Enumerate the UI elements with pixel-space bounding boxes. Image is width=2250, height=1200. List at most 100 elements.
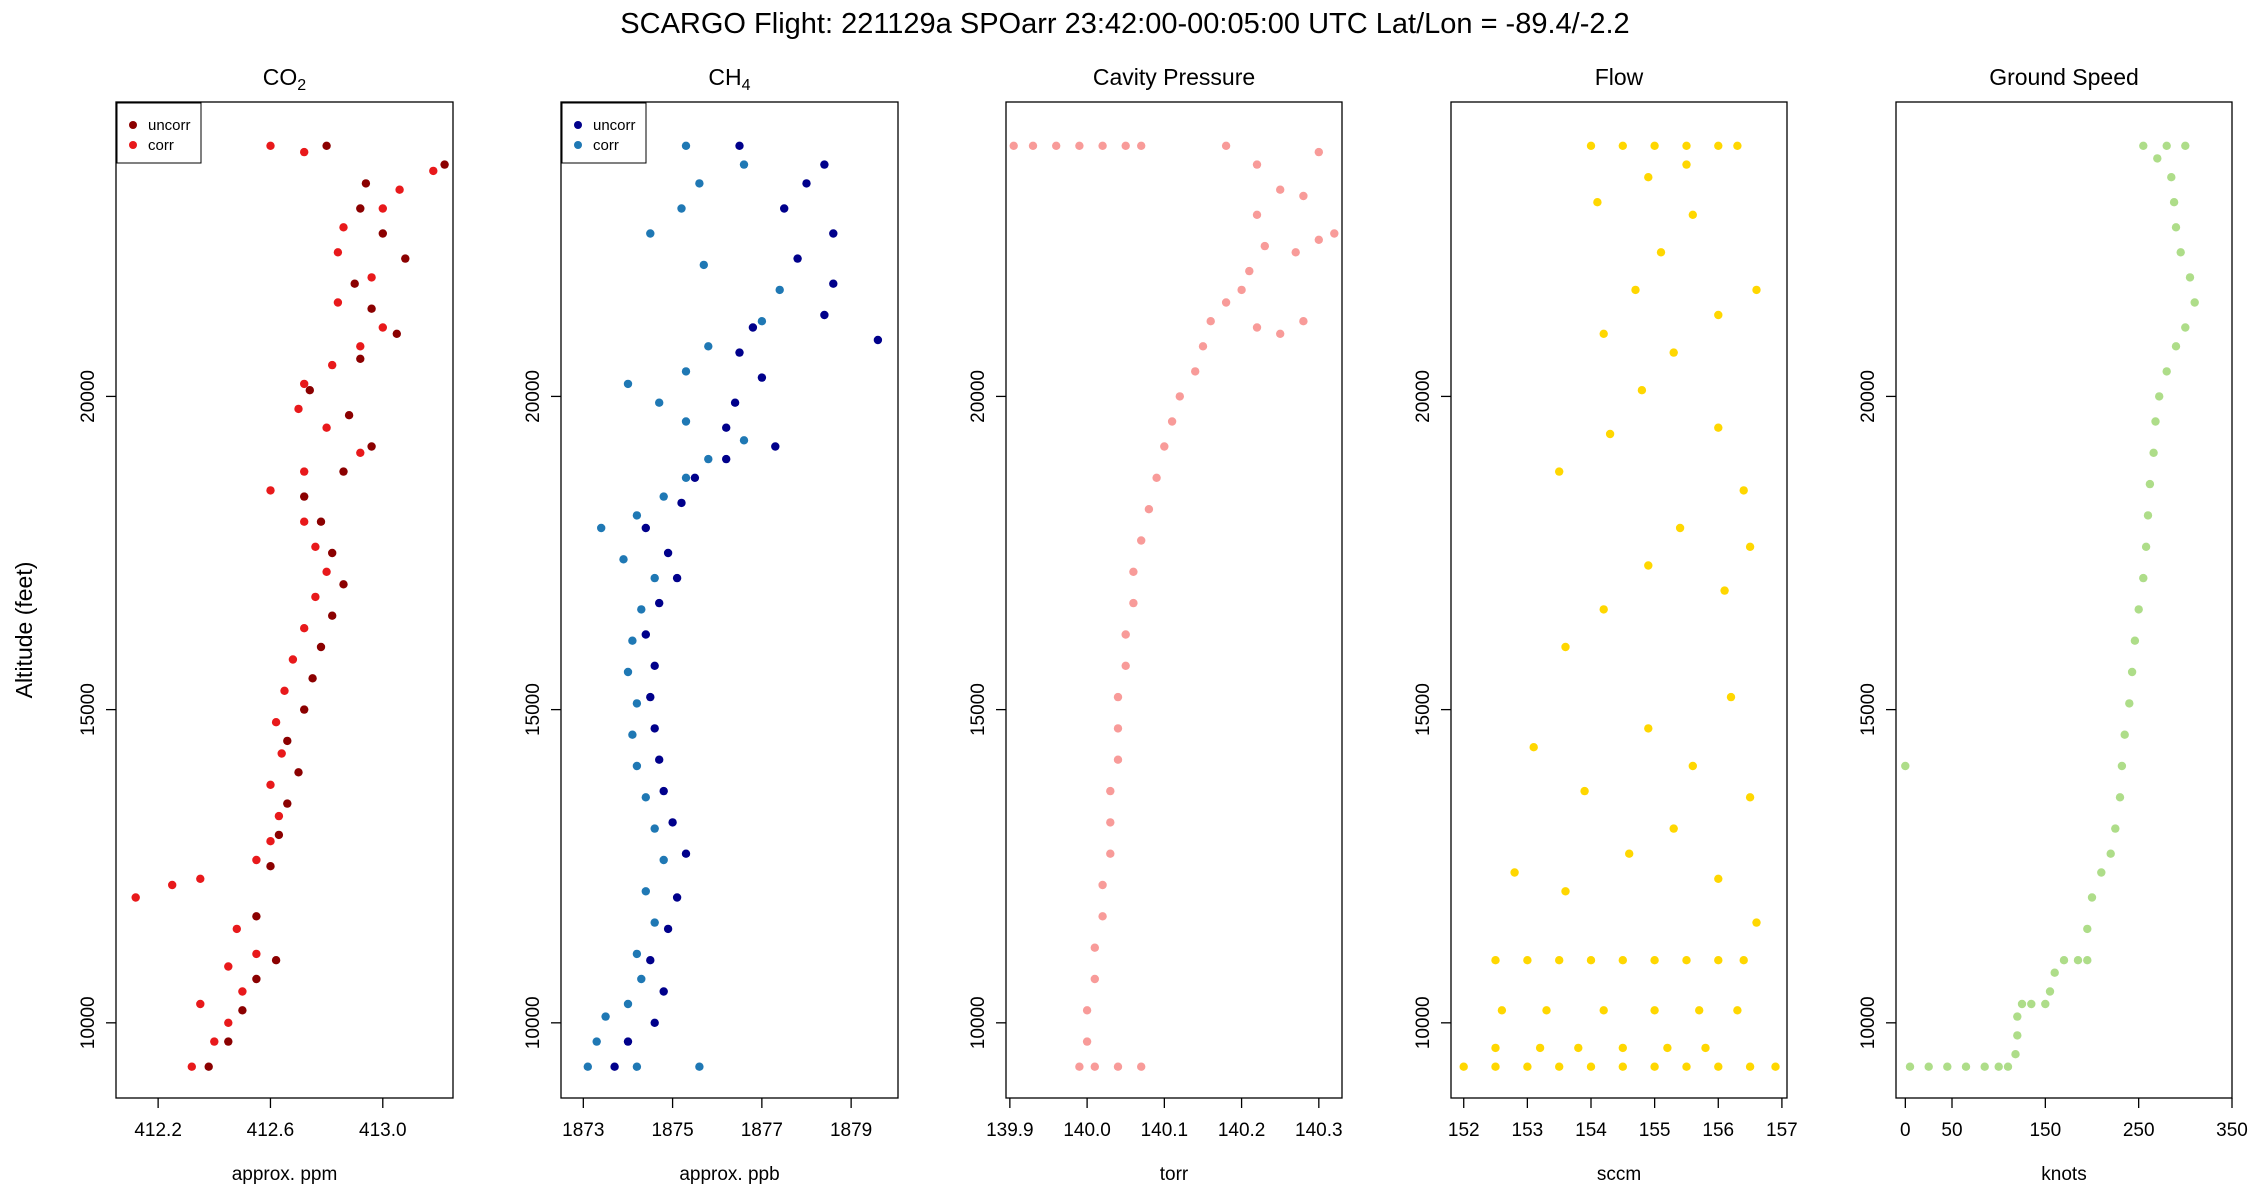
data-point [1160, 442, 1169, 451]
data-point [2149, 448, 2158, 457]
data-point [274, 811, 284, 821]
data-point [1682, 1062, 1691, 1071]
data-point [333, 248, 343, 257]
data-point [1052, 141, 1061, 150]
panel-title-ch4: CH4 [708, 64, 750, 94]
data-point [1901, 761, 1910, 771]
data-point [2181, 141, 2190, 150]
data-point [2176, 248, 2185, 257]
data-point [350, 279, 359, 288]
data-point [356, 204, 365, 213]
data-point [2083, 924, 2092, 934]
series-ground-speed-groundspeed [1901, 141, 2199, 1071]
data-point [300, 624, 309, 633]
data-point [623, 1037, 633, 1046]
data-point [2127, 667, 2137, 677]
data-point [1009, 141, 1018, 150]
data-point [378, 323, 387, 332]
y-axis-label: Altitude (feet) [11, 562, 37, 699]
data-point [659, 492, 668, 501]
data-point [1291, 248, 1300, 257]
data-point [655, 598, 664, 608]
data-point [300, 705, 309, 714]
x-tick-label-flow: 156 [1702, 1120, 1734, 1141]
data-point [1510, 868, 1519, 877]
data-point [1701, 1043, 1710, 1053]
data-point [2013, 1012, 2022, 1021]
data-point [1714, 141, 1723, 150]
panel-flow: Flow 152 153 154 155 156 157 sccm 10000 15000 2000… [1413, 64, 1798, 1185]
data-point [632, 761, 642, 771]
data-point [1618, 1062, 1628, 1071]
data-point [1599, 329, 1608, 338]
data-point [610, 1062, 619, 1071]
data-point [2059, 956, 2069, 965]
data-point [873, 335, 883, 345]
data-point [367, 304, 376, 313]
data-point [311, 542, 320, 551]
data-point [1980, 1062, 1989, 1071]
series-cavity-pressure-pressure [1009, 141, 1339, 1071]
data-point [1090, 974, 1100, 984]
data-point [392, 329, 401, 338]
data-point [1631, 285, 1640, 295]
main-title: SCARGO Flight: 221129a SPOarr 23:42:00-0… [620, 8, 1629, 40]
data-point [663, 548, 673, 558]
data-point [1497, 1006, 1507, 1015]
data-point [757, 373, 767, 382]
data-point [650, 661, 659, 670]
data-point [266, 862, 275, 871]
data-point [1644, 724, 1653, 733]
x-tick-label-flow: 154 [1575, 1120, 1607, 1141]
series-ch4-corr [583, 141, 784, 1071]
data-point [1714, 310, 1723, 320]
data-point [1314, 147, 1324, 157]
data-point [2041, 999, 2050, 1009]
data-point [204, 1062, 213, 1071]
data-point [1491, 956, 1500, 965]
data-point [1137, 141, 1146, 150]
x-axis-label-ground-speed: knots [2041, 1164, 2086, 1185]
data-point [283, 736, 292, 746]
data-point [1618, 956, 1628, 965]
data-point [583, 1062, 592, 1071]
data-point [305, 386, 314, 395]
data-point [775, 285, 784, 295]
data-point [1599, 605, 1608, 614]
x-tick-label-ground-speed: 150 [2029, 1120, 2061, 1141]
data-point [1695, 1006, 1704, 1015]
data-point [2083, 956, 2092, 965]
legend-label-uncorr: uncorr [593, 117, 636, 134]
data-point [677, 498, 686, 508]
data-point [316, 642, 326, 652]
data-point [646, 956, 655, 965]
data-point [1733, 141, 1742, 150]
data-point [440, 160, 449, 169]
plot-frame-cavity-pressure [1005, 101, 1343, 1099]
data-point [2097, 868, 2106, 877]
data-point [655, 755, 664, 764]
data-point [2117, 761, 2127, 771]
data-point [356, 354, 365, 363]
data-point [1682, 160, 1691, 169]
data-point [1720, 586, 1729, 595]
data-point [168, 880, 177, 890]
data-point [2139, 141, 2148, 150]
data-point [2111, 824, 2120, 833]
data-point [1260, 241, 1270, 251]
data-point [1714, 1062, 1723, 1071]
data-point [1082, 1037, 1092, 1046]
data-point [367, 442, 376, 451]
y-tick-label-co2: 15000 [78, 683, 99, 736]
data-point [632, 511, 642, 520]
data-point [1650, 1006, 1659, 1015]
data-point [294, 404, 303, 414]
panel-cavity-pressure: Cavity Pressure 139.9 140.0 140.1 140.2 140.3… [968, 64, 1343, 1185]
data-point [628, 730, 637, 739]
data-point [650, 824, 659, 833]
data-point [1739, 486, 1748, 495]
data-point [1739, 956, 1748, 965]
series-flow-flow [1459, 141, 1780, 1071]
data-point [1745, 793, 1755, 802]
